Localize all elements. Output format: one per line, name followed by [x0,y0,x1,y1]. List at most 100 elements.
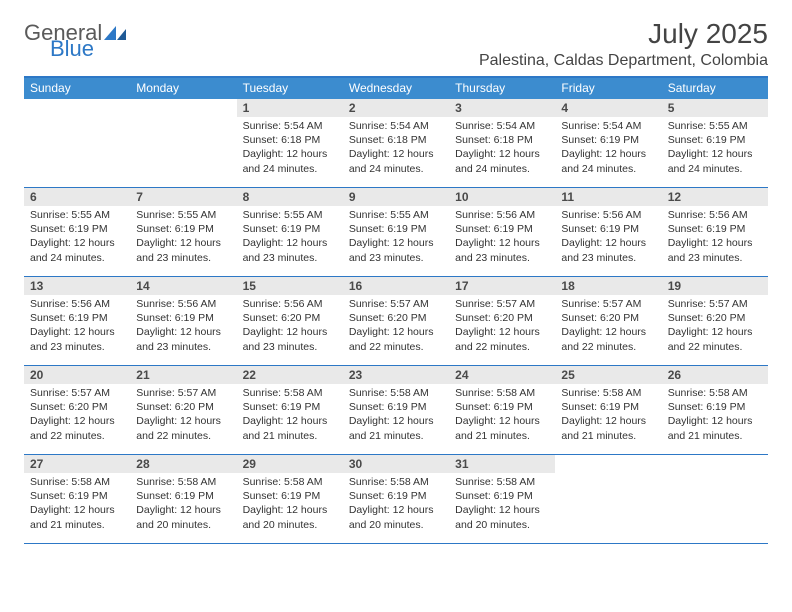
day-number: 7 [130,188,236,206]
daylight-text: Daylight: 12 hours and 22 minutes. [561,325,657,353]
sunrise-text: Sunrise: 5:58 AM [561,386,657,400]
daylight-text: Daylight: 12 hours and 23 minutes. [243,325,339,353]
day-details: Sunrise: 5:56 AMSunset: 6:19 PMDaylight:… [24,295,130,358]
daylight-text: Daylight: 12 hours and 24 minutes. [668,147,764,175]
daylight-text: Daylight: 12 hours and 23 minutes. [243,236,339,264]
sunset-text: Sunset: 6:20 PM [30,400,126,414]
calendar-week: 13Sunrise: 5:56 AMSunset: 6:19 PMDayligh… [24,277,768,366]
sunrise-text: Sunrise: 5:54 AM [349,119,445,133]
daylight-text: Daylight: 12 hours and 23 minutes. [561,236,657,264]
sunset-text: Sunset: 6:19 PM [668,400,764,414]
logo: General Blue [24,22,126,60]
daylight-text: Daylight: 12 hours and 21 minutes. [561,414,657,442]
day-details: Sunrise: 5:56 AMSunset: 6:19 PMDaylight:… [662,206,768,269]
day-number: 3 [449,99,555,117]
day-number [130,99,236,117]
sunset-text: Sunset: 6:19 PM [30,222,126,236]
daylight-text: Daylight: 12 hours and 23 minutes. [136,325,232,353]
page-title: July 2025 [479,18,768,50]
day-details: Sunrise: 5:58 AMSunset: 6:19 PMDaylight:… [130,473,236,536]
dayname: Sunday [24,78,130,99]
calendar-cell [24,99,130,187]
sunrise-text: Sunrise: 5:54 AM [455,119,551,133]
day-number: 17 [449,277,555,295]
sunset-text: Sunset: 6:19 PM [455,489,551,503]
day-details: Sunrise: 5:58 AMSunset: 6:19 PMDaylight:… [662,384,768,447]
sunset-text: Sunset: 6:20 PM [243,311,339,325]
sunset-text: Sunset: 6:19 PM [668,133,764,147]
sunrise-text: Sunrise: 5:55 AM [136,208,232,222]
day-number: 10 [449,188,555,206]
sunrise-text: Sunrise: 5:56 AM [561,208,657,222]
sunset-text: Sunset: 6:20 PM [136,400,232,414]
dayname-row: SundayMondayTuesdayWednesdayThursdayFrid… [24,78,768,99]
day-details: Sunrise: 5:56 AMSunset: 6:19 PMDaylight:… [449,206,555,269]
day-details: Sunrise: 5:57 AMSunset: 6:20 PMDaylight:… [555,295,661,358]
sunrise-text: Sunrise: 5:54 AM [561,119,657,133]
calendar-cell: 30Sunrise: 5:58 AMSunset: 6:19 PMDayligh… [343,455,449,543]
sunrise-text: Sunrise: 5:56 AM [30,297,126,311]
sunrise-text: Sunrise: 5:58 AM [243,386,339,400]
dayname: Tuesday [237,78,343,99]
day-number: 9 [343,188,449,206]
day-details: Sunrise: 5:54 AMSunset: 6:18 PMDaylight:… [343,117,449,180]
calendar-cell: 27Sunrise: 5:58 AMSunset: 6:19 PMDayligh… [24,455,130,543]
sunrise-text: Sunrise: 5:58 AM [668,386,764,400]
sunset-text: Sunset: 6:19 PM [455,400,551,414]
calendar-cell: 2Sunrise: 5:54 AMSunset: 6:18 PMDaylight… [343,99,449,187]
calendar-cell: 11Sunrise: 5:56 AMSunset: 6:19 PMDayligh… [555,188,661,276]
daylight-text: Daylight: 12 hours and 21 minutes. [668,414,764,442]
logo-sail-icon [104,26,126,40]
sunrise-text: Sunrise: 5:58 AM [455,386,551,400]
daylight-text: Daylight: 12 hours and 23 minutes. [668,236,764,264]
day-number: 2 [343,99,449,117]
calendar-cell: 28Sunrise: 5:58 AMSunset: 6:19 PMDayligh… [130,455,236,543]
calendar-cell: 1Sunrise: 5:54 AMSunset: 6:18 PMDaylight… [237,99,343,187]
day-details: Sunrise: 5:58 AMSunset: 6:19 PMDaylight:… [555,384,661,447]
daylight-text: Daylight: 12 hours and 21 minutes. [455,414,551,442]
daylight-text: Daylight: 12 hours and 20 minutes. [243,503,339,531]
sunrise-text: Sunrise: 5:55 AM [30,208,126,222]
calendar-week: 6Sunrise: 5:55 AMSunset: 6:19 PMDaylight… [24,188,768,277]
day-number: 31 [449,455,555,473]
day-number: 21 [130,366,236,384]
day-details: Sunrise: 5:57 AMSunset: 6:20 PMDaylight:… [343,295,449,358]
daylight-text: Daylight: 12 hours and 24 minutes. [349,147,445,175]
day-details: Sunrise: 5:56 AMSunset: 6:20 PMDaylight:… [237,295,343,358]
sunset-text: Sunset: 6:19 PM [668,222,764,236]
calendar-cell: 18Sunrise: 5:57 AMSunset: 6:20 PMDayligh… [555,277,661,365]
calendar-cell: 4Sunrise: 5:54 AMSunset: 6:19 PMDaylight… [555,99,661,187]
day-number: 12 [662,188,768,206]
day-number [662,455,768,473]
sunset-text: Sunset: 6:20 PM [455,311,551,325]
day-details: Sunrise: 5:58 AMSunset: 6:19 PMDaylight:… [449,473,555,536]
calendar-cell: 14Sunrise: 5:56 AMSunset: 6:19 PMDayligh… [130,277,236,365]
calendar-cell: 15Sunrise: 5:56 AMSunset: 6:20 PMDayligh… [237,277,343,365]
day-number: 20 [24,366,130,384]
day-number: 18 [555,277,661,295]
calendar: SundayMondayTuesdayWednesdayThursdayFrid… [24,76,768,544]
calendar-cell: 23Sunrise: 5:58 AMSunset: 6:19 PMDayligh… [343,366,449,454]
day-details: Sunrise: 5:57 AMSunset: 6:20 PMDaylight:… [662,295,768,358]
sunrise-text: Sunrise: 5:58 AM [349,475,445,489]
day-details: Sunrise: 5:55 AMSunset: 6:19 PMDaylight:… [662,117,768,180]
daylight-text: Daylight: 12 hours and 24 minutes. [455,147,551,175]
sunrise-text: Sunrise: 5:57 AM [136,386,232,400]
day-number: 22 [237,366,343,384]
calendar-cell [130,99,236,187]
dayname: Thursday [449,78,555,99]
sunrise-text: Sunrise: 5:56 AM [455,208,551,222]
daylight-text: Daylight: 12 hours and 23 minutes. [455,236,551,264]
sunrise-text: Sunrise: 5:57 AM [561,297,657,311]
day-details: Sunrise: 5:58 AMSunset: 6:19 PMDaylight:… [449,384,555,447]
day-number: 24 [449,366,555,384]
sunset-text: Sunset: 6:20 PM [668,311,764,325]
day-details: Sunrise: 5:54 AMSunset: 6:19 PMDaylight:… [555,117,661,180]
day-details: Sunrise: 5:58 AMSunset: 6:19 PMDaylight:… [237,384,343,447]
day-details: Sunrise: 5:57 AMSunset: 6:20 PMDaylight:… [24,384,130,447]
dayname: Saturday [662,78,768,99]
sunset-text: Sunset: 6:18 PM [349,133,445,147]
daylight-text: Daylight: 12 hours and 22 minutes. [668,325,764,353]
calendar-cell: 22Sunrise: 5:58 AMSunset: 6:19 PMDayligh… [237,366,343,454]
day-details: Sunrise: 5:57 AMSunset: 6:20 PMDaylight:… [130,384,236,447]
